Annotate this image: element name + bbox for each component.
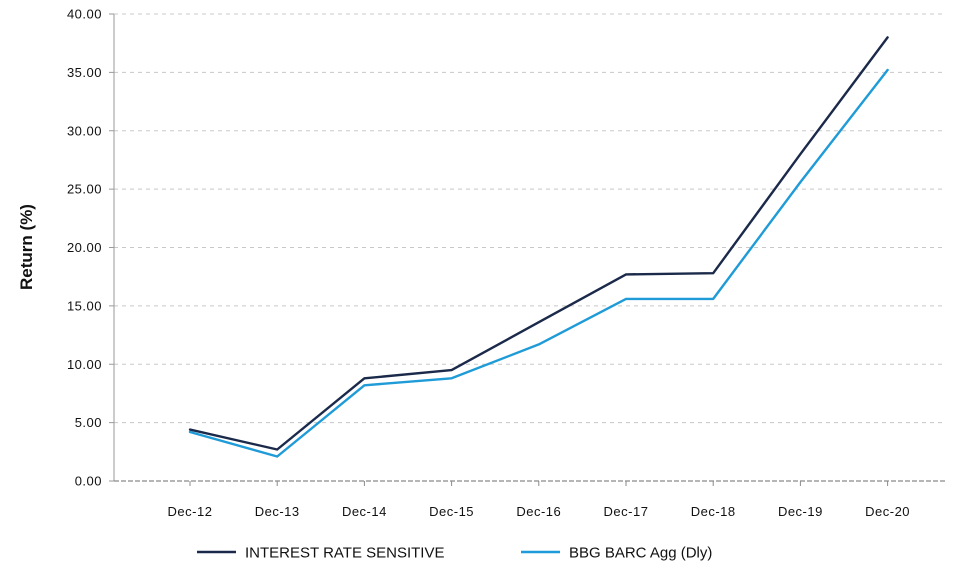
y-tick-label: 10.00: [67, 357, 102, 372]
y-tick-label: 35.00: [67, 65, 102, 80]
axes: 0.00 5.00 10.00 15.00 20.00 25.00 30.00 35.00 40…: [67, 7, 945, 519]
x-tick-label: Dec-18: [691, 504, 736, 519]
y-tick-label: 25.00: [67, 182, 102, 197]
y-tick-label: 5.00: [75, 415, 102, 430]
y-axis-label: Return (%): [17, 204, 36, 290]
y-tick-label: 30.00: [67, 123, 102, 138]
gridlines: [114, 13, 945, 424]
y-tick-label: 20.00: [67, 240, 102, 255]
y-tick-label: 40.00: [67, 7, 102, 22]
legend-label: INTEREST RATE SENSITIVE: [245, 545, 444, 562]
x-tick-label: Dec-14: [342, 504, 387, 519]
x-tick-label: Dec-19: [778, 504, 823, 519]
series-lines: [188, 36, 889, 458]
y-tick-label: 15.00: [67, 298, 102, 313]
legend: INTEREST RATE SENSITIVE BBG BARC Agg (Dly…: [197, 545, 712, 562]
x-tick-label: Dec-17: [604, 504, 649, 519]
legend-label: BBG BARC Agg (Dly): [569, 545, 712, 562]
x-tick-label: Dec-20: [865, 504, 910, 519]
series-line-2: [188, 68, 889, 458]
series-line-1: [188, 36, 889, 451]
y-tick-label: 0.00: [75, 474, 102, 489]
x-tick-label: Dec-15: [429, 504, 474, 519]
x-tick-label: Dec-16: [516, 504, 561, 519]
x-tick-label: Dec-12: [168, 504, 213, 519]
x-tick-label: Dec-13: [255, 504, 300, 519]
